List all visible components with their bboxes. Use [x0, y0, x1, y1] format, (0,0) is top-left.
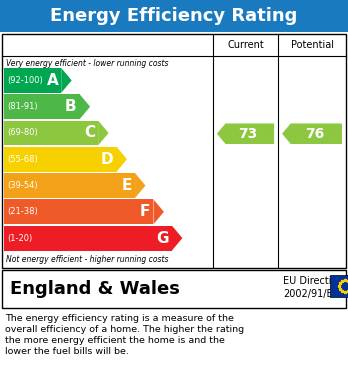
Polygon shape — [80, 94, 90, 119]
Text: Potential: Potential — [291, 40, 333, 50]
Text: 73: 73 — [238, 127, 258, 141]
Text: Current: Current — [227, 40, 264, 50]
Polygon shape — [153, 199, 164, 224]
Text: England & Wales: England & Wales — [10, 280, 180, 298]
Polygon shape — [282, 124, 342, 144]
Text: A: A — [47, 73, 58, 88]
Polygon shape — [98, 120, 109, 145]
Text: (81-91): (81-91) — [7, 102, 38, 111]
Polygon shape — [61, 68, 72, 93]
Text: 76: 76 — [305, 127, 324, 141]
Text: (92-100): (92-100) — [7, 76, 43, 85]
Text: B: B — [65, 99, 77, 114]
Text: (21-38): (21-38) — [7, 207, 38, 216]
Text: The energy efficiency rating is a measure of the: The energy efficiency rating is a measur… — [5, 314, 234, 323]
Bar — [4, 199, 153, 224]
Text: F: F — [140, 204, 150, 219]
Bar — [4, 68, 61, 93]
Text: Energy Efficiency Rating: Energy Efficiency Rating — [50, 7, 298, 25]
Text: the more energy efficient the home is and the: the more energy efficient the home is an… — [5, 336, 225, 345]
Text: D: D — [101, 152, 113, 167]
Text: (69-80): (69-80) — [7, 129, 38, 138]
Bar — [330, 275, 348, 297]
Text: Not energy efficient - higher running costs: Not energy efficient - higher running co… — [6, 255, 168, 264]
Text: overall efficiency of a home. The higher the rating: overall efficiency of a home. The higher… — [5, 325, 244, 334]
Bar — [4, 120, 98, 145]
Polygon shape — [135, 173, 145, 198]
Polygon shape — [172, 226, 182, 251]
Text: G: G — [157, 231, 169, 246]
Text: EU Directive: EU Directive — [283, 276, 343, 286]
Bar — [4, 94, 80, 119]
Bar — [2, 270, 346, 308]
Text: (55-68): (55-68) — [7, 155, 38, 164]
Bar — [4, 226, 172, 251]
Text: E: E — [122, 178, 132, 193]
Bar — [0, 0, 348, 32]
Bar — [4, 147, 117, 172]
Polygon shape — [217, 124, 274, 144]
Text: (1-20): (1-20) — [7, 233, 32, 242]
Text: C: C — [84, 126, 95, 140]
Bar — [4, 173, 135, 198]
Bar — [2, 34, 346, 268]
Text: (39-54): (39-54) — [7, 181, 38, 190]
Text: lower the fuel bills will be.: lower the fuel bills will be. — [5, 347, 129, 356]
Text: 2002/91/EC: 2002/91/EC — [283, 289, 339, 299]
Polygon shape — [117, 147, 127, 172]
Text: Very energy efficient - lower running costs: Very energy efficient - lower running co… — [6, 59, 168, 68]
